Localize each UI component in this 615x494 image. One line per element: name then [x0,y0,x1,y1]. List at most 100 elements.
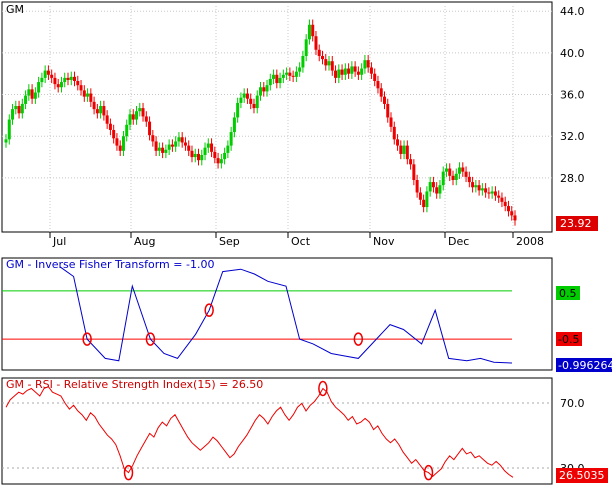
price-candle-body-103 [340,69,344,75]
price-candle-117 [386,98,390,123]
price-candle-104 [343,63,347,80]
price-candle-48 [161,142,165,159]
price-candle-body-74 [245,93,249,99]
price-candle-body-27 [92,101,96,110]
price-candle-body-155 [510,211,514,216]
price-candle-131 [431,176,435,193]
price-candle-98 [324,53,328,71]
price-candle-74 [245,88,249,104]
price-candle-154 [506,200,510,217]
price-candle-body-83 [275,74,279,84]
price-candle-body-80 [265,85,269,92]
price-candle-body-64 [213,151,217,159]
rsi-markers [123,380,434,481]
price-candle-24 [82,85,86,102]
ift-series-line [59,266,513,364]
price-candle-26 [89,88,93,108]
price-candle-34 [115,133,119,151]
price-candle-body-94 [311,24,315,37]
price-candle-body-92 [304,39,308,57]
price-candle-body-61 [203,147,207,155]
price-candle-33 [112,124,116,144]
price-candle-13 [46,65,50,80]
ift-upper-label-box [556,286,580,300]
price-panel-frame [1,1,553,233]
price-candle-body-126 [415,179,419,193]
price-candle-59 [197,148,201,166]
price-candle-151 [497,190,501,203]
price-candle-body-15 [53,77,57,85]
price-candle-body-117 [386,103,390,118]
price-candle-body-77 [255,95,259,109]
price-candle-body-2 [11,109,15,120]
price-candle-105 [347,63,351,79]
price-candle-body-72 [239,97,243,103]
price-candle-body-4 [17,106,21,114]
price-candle-82 [272,69,276,85]
price-candle-35 [118,140,122,157]
price-candle-body-75 [249,98,253,104]
price-candle-49 [164,144,168,159]
price-candle-64 [213,146,217,164]
price-candle-118 [389,112,393,133]
price-candle-body-129 [425,191,429,208]
ift-panel-title: GM - Inverse Fisher Transform = -1.00 [6,258,214,271]
price-x-label-6: 2008 [516,235,544,248]
price-candle-body-17 [59,82,63,88]
price-candle-body-40 [135,111,139,120]
price-x-label-5: Dec [448,235,469,248]
price-candle-43 [144,111,148,127]
price-candle-9 [33,87,37,104]
price-candle-134 [441,166,445,191]
price-candle-body-66 [219,159,223,164]
price-x-label-2: Sep [219,235,240,248]
price-candle-body-106 [350,66,354,74]
price-candle-80 [265,79,269,97]
price-candle-27 [92,96,96,115]
price-candle-body-51 [170,144,174,147]
price-candle-body-120 [396,139,400,146]
price-candle-body-91 [301,56,305,68]
rsi-marker-0 [123,464,134,481]
price-candle-body-28 [95,109,99,114]
price-candle-45 [151,129,155,147]
price-candle-61 [203,142,207,161]
rsi-panel-title: GM - RSI - Relative Strength Index(15) =… [6,378,263,391]
price-candle-body-78 [259,87,262,96]
price-candle-106 [350,61,354,79]
price-candle-122 [402,140,406,160]
price-candle-126 [415,174,419,198]
price-candle-body-63 [210,143,214,152]
price-candle-body-31 [105,115,109,124]
price-candle-19 [66,72,70,86]
price-candle-115 [379,83,383,102]
price-candle-108 [356,66,360,80]
price-candle-85 [281,69,285,84]
price-candle-15 [53,72,57,90]
price-candle-56 [187,140,191,157]
price-candle-body-86 [285,72,289,75]
price-candle-body-71 [236,102,240,118]
price-last-value: 23.92 [560,217,592,230]
price-candle-body-49 [164,149,168,153]
price-candle-body-131 [431,182,435,188]
price-candle-body-6 [24,95,28,104]
price-candle-body-56 [187,145,191,151]
price-candle-body-65 [216,158,220,164]
ift-panel-frame [1,257,553,371]
price-candle-body-41 [138,108,142,112]
price-candle-body-44 [148,121,152,136]
price-candle-5 [20,98,24,119]
price-y-tick-2: 36.0 [560,89,585,102]
price-candle-113 [373,68,377,87]
price-candle-body-24 [82,90,86,97]
price-candle-93 [307,19,311,45]
price-candle-body-42 [141,108,145,117]
price-candle-12 [43,65,47,84]
price-candle-136 [448,163,452,182]
price-candle-body-149 [490,191,494,194]
price-candle-body-138 [454,173,458,180]
price-candle-body-148 [487,192,491,194]
